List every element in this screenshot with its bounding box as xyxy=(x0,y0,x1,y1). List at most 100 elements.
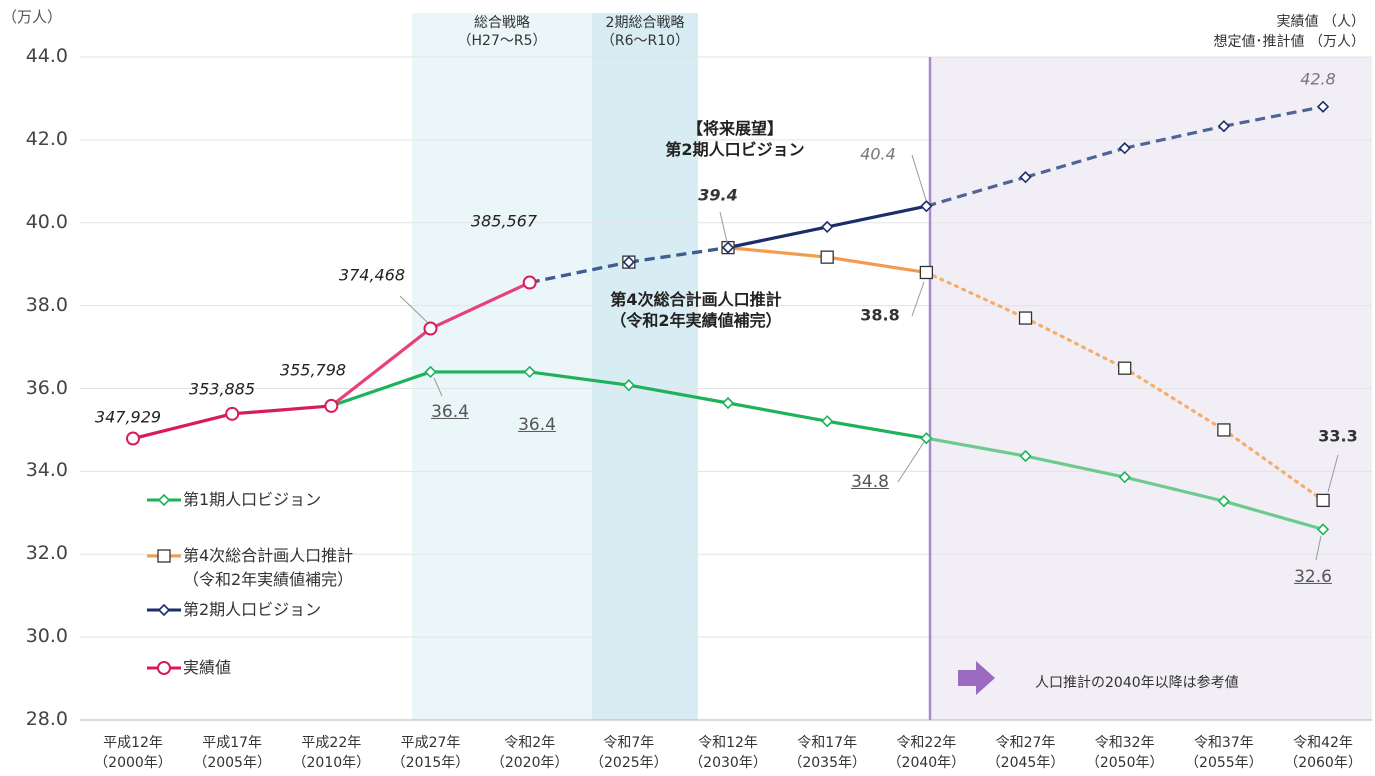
series-line xyxy=(727,246,828,259)
data-point xyxy=(1118,142,1131,155)
data-point xyxy=(821,220,834,234)
data-point xyxy=(324,398,339,413)
series-line xyxy=(826,255,927,275)
series-line xyxy=(232,404,332,416)
x-tick-label: 令和2年 （2020年） xyxy=(490,735,569,771)
data-label: 42.8 xyxy=(1300,69,1336,89)
y-tick-label: 32.0 xyxy=(25,542,68,565)
series-line xyxy=(826,419,927,440)
series-line xyxy=(628,383,729,405)
annotation: 第4次総合計画人口推計 （令和2年実績値補完） xyxy=(610,290,782,330)
data-label: 36.4 xyxy=(518,414,556,435)
legend-marker xyxy=(157,493,171,507)
leader-line xyxy=(911,281,925,317)
data-point xyxy=(820,250,834,264)
x-tick-label: 令和37年 （2055年） xyxy=(1185,735,1263,771)
data-point xyxy=(920,432,933,445)
data-point xyxy=(622,255,635,269)
leader-line xyxy=(1315,535,1322,561)
series-line xyxy=(529,260,630,285)
data-point xyxy=(1118,361,1132,375)
data-point xyxy=(721,241,735,254)
region-label: 総合戦略 （H27～R5） xyxy=(457,14,547,49)
x-tick-label: 令和12年 （2030年） xyxy=(689,735,767,771)
data-label: 33.3 xyxy=(1318,426,1358,446)
y-axis-unit: （万人） xyxy=(2,8,63,26)
series-line xyxy=(429,281,531,330)
data-point xyxy=(423,321,438,336)
series-line xyxy=(132,412,233,441)
legend-label: 第2期人口ビジョン xyxy=(183,600,322,619)
data-point xyxy=(225,406,240,421)
legend-label: 第1期人口ビジョン xyxy=(183,490,322,509)
x-tick-label: 令和17年 （2035年） xyxy=(788,735,866,771)
data-point xyxy=(1316,523,1330,536)
leader-line xyxy=(911,154,927,201)
series-line xyxy=(1223,499,1324,531)
series-line xyxy=(1023,316,1127,370)
data-point xyxy=(126,431,140,446)
data-point xyxy=(1316,100,1330,113)
x-tick-label: 令和27年 （2045年） xyxy=(986,735,1065,771)
data-point xyxy=(1019,171,1032,184)
leader-line xyxy=(897,441,925,483)
series-line xyxy=(1025,454,1126,479)
data-point xyxy=(1217,423,1231,437)
unit-note: 実績値 （人） 想定値･推計値 （万人） xyxy=(1213,14,1365,50)
y-tick-label: 44.0 xyxy=(25,45,68,67)
series-line xyxy=(1025,146,1126,179)
legend-marker xyxy=(157,549,171,563)
series-line xyxy=(1223,105,1324,128)
x-tick-label: 平成12年 （2000年） xyxy=(94,735,172,771)
x-tick-label: 平成17年 （2005年） xyxy=(193,735,271,771)
y-tick-label: 40.0 xyxy=(25,210,68,233)
series-line xyxy=(1123,366,1226,432)
series-line xyxy=(330,327,432,408)
strategy-region xyxy=(412,13,592,720)
data-label: 347,929 xyxy=(94,407,162,427)
leader-line xyxy=(1327,454,1339,493)
series-line xyxy=(924,270,1028,320)
data-point xyxy=(919,265,934,280)
data-point xyxy=(721,396,735,410)
data-point xyxy=(523,365,536,379)
data-point xyxy=(1217,495,1231,508)
annotation: 【将来展望】 第2期人口ビジョン xyxy=(665,119,805,159)
data-point xyxy=(424,365,437,379)
strategy-region xyxy=(592,13,698,720)
series-line xyxy=(826,204,927,229)
reference-arrow xyxy=(958,661,995,695)
data-point xyxy=(1118,471,1131,484)
series-line xyxy=(925,175,1026,208)
data-point xyxy=(920,200,933,213)
data-label: 34.8 xyxy=(851,471,889,492)
series-line xyxy=(1124,124,1225,150)
leader-line xyxy=(719,211,728,243)
leader-line xyxy=(399,295,428,323)
y-tick-label: 36.0 xyxy=(25,376,68,399)
y-tick-label: 34.0 xyxy=(25,459,68,482)
series-line xyxy=(727,401,828,423)
data-label: 355,798 xyxy=(279,360,347,380)
legend-marker xyxy=(157,661,171,675)
legend-label: 第4次総合計画人口推計 （令和2年実績値補完） xyxy=(183,546,354,589)
reference-note: 人口推計の2040年以降は参考値 xyxy=(1035,675,1239,691)
data-label: 39.4 xyxy=(698,185,738,205)
x-tick-label: 令和42年 （2060年） xyxy=(1284,735,1362,771)
y-tick-label: 38.0 xyxy=(25,293,68,316)
region-label: 2期総合戦略 （R6～R10） xyxy=(600,14,690,49)
x-tick-label: 平成27年 （2015年） xyxy=(391,735,470,771)
y-tick-label: 30.0 xyxy=(25,625,68,648)
y-tick-label: 42.0 xyxy=(25,127,68,150)
series-line xyxy=(529,370,630,387)
data-label: 385,567 xyxy=(470,211,538,231)
y-tick-label: 28.0 xyxy=(25,708,68,730)
data-label: 36.4 xyxy=(431,401,469,422)
data-point xyxy=(1217,120,1231,133)
data-point xyxy=(622,379,635,392)
data-point xyxy=(522,275,537,290)
series-line xyxy=(926,436,1026,458)
data-label: 38.8 xyxy=(860,305,900,325)
